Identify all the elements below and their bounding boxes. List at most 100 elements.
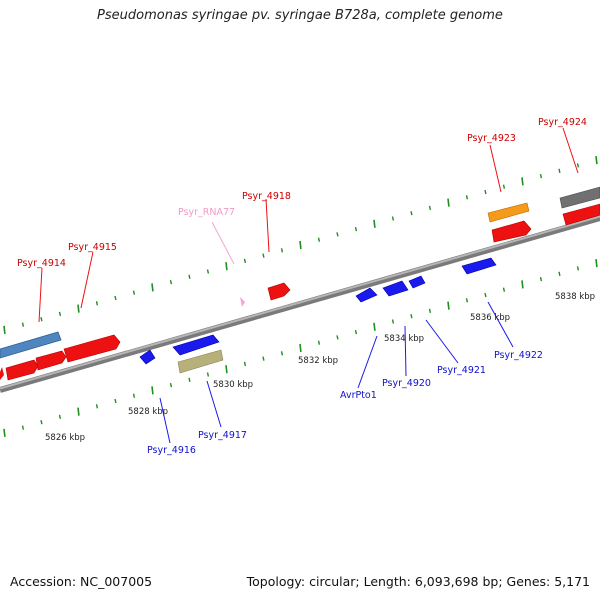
leader-psyr-rna77 <box>211 221 235 265</box>
lower-track-tick <box>428 308 432 314</box>
gene-arrow-psyr-4921[interactable] <box>408 275 426 289</box>
upper-track-tick <box>169 279 173 285</box>
lower-track-tick <box>262 356 265 361</box>
lower-track-tick <box>299 343 302 353</box>
upper-track-tick <box>521 177 524 186</box>
leader-psyr-4923 <box>489 144 502 193</box>
lower-track-tick <box>465 298 469 303</box>
leader-psyr-4916 <box>159 397 171 444</box>
lower-track-tick <box>206 372 210 377</box>
leader-psyr-4924 <box>562 127 579 174</box>
gene-label-psyr-4916[interactable]: Psyr_4916 <box>147 445 196 456</box>
gene-arrow-psyr-4923-red[interactable] <box>491 220 532 243</box>
gene-arrow-psyr-4922[interactable] <box>461 257 497 275</box>
upper-track-tick <box>225 262 228 271</box>
gene-arrow-psyr-4918[interactable] <box>267 282 291 301</box>
lower-track-tick <box>595 259 598 268</box>
lower-track-tick <box>576 266 580 271</box>
gene-arrow-psyr-4917-khaki[interactable] <box>177 349 224 374</box>
lower-track-tick <box>558 271 561 276</box>
upper-track-tick <box>21 322 25 327</box>
leader-psyr-4914 <box>38 267 43 323</box>
upper-track-tick <box>354 226 358 232</box>
upper-track-tick <box>391 216 395 221</box>
upper-track-tick <box>243 258 247 264</box>
gene-label-avrpto1[interactable]: AvrPto1 <box>340 390 377 401</box>
upper-dashed-track <box>3 156 598 334</box>
gene-arrow-psyr-4923-orange[interactable] <box>487 202 530 223</box>
gene-labels-bottom: Psyr_4916 Psyr_4917 AvrPto1 Psyr_4920 Ps… <box>147 350 543 456</box>
gene-label-psyr-4918[interactable]: Psyr_4918 <box>242 191 291 202</box>
gene-label-psyr-4915[interactable]: Psyr_4915 <box>68 242 117 253</box>
gene-label-psyr-4923[interactable]: Psyr_4923 <box>467 133 516 144</box>
upper-track-tick <box>95 301 99 306</box>
lower-track-tick <box>188 377 191 382</box>
leader-lines <box>38 127 579 444</box>
gene-label-psyr-4922[interactable]: Psyr_4922 <box>494 350 543 361</box>
lower-track-tick <box>373 322 376 331</box>
gene-label-psyr-4917[interactable]: Psyr_4917 <box>198 430 247 441</box>
lower-track-tick <box>58 414 62 420</box>
lower-track-tick <box>40 420 43 425</box>
upper-track-tick <box>3 325 6 334</box>
upper-track-tick <box>539 173 543 179</box>
lower-track-tick <box>447 301 450 310</box>
gene-labels-top: Psyr_4914 Psyr_4915 Psyr_RNA77 Psyr_4918… <box>17 117 587 269</box>
leader-avrpto1 <box>357 335 378 389</box>
lower-track-tick <box>132 393 136 398</box>
lower-track-tick <box>151 386 154 395</box>
gene-arrow-red-1[interactable] <box>0 367 4 380</box>
gene-arrow-psyr-4914[interactable] <box>0 331 62 359</box>
gene-arrow-psyr-4924-gray[interactable] <box>559 186 600 209</box>
lower-track-tick <box>521 280 524 289</box>
lower-track-tick <box>502 287 506 292</box>
gene-arrow-psyr-rna77[interactable] <box>240 297 245 307</box>
kbp-label-5826: 5826 kbp <box>45 433 85 443</box>
gene-label-psyr-4924[interactable]: Psyr_4924 <box>538 117 587 128</box>
upper-track-tick <box>428 205 432 211</box>
upper-track-tick <box>262 253 265 258</box>
upper-track-tick <box>206 269 210 274</box>
kbp-label-5828: 5828 kbp <box>128 407 168 417</box>
lower-track-tick <box>539 276 543 282</box>
gene-arrow-psyr-4917-blue[interactable] <box>172 334 220 356</box>
lower-track-tick <box>21 425 25 430</box>
upper-track-tick <box>558 168 561 173</box>
upper-track-tick <box>576 163 580 168</box>
gene-label-psyr-rna77[interactable]: Psyr_RNA77 <box>178 207 235 218</box>
gene-arrow-psyr-4924-red[interactable] <box>562 203 600 226</box>
gene-arrow-red-3[interactable] <box>35 350 67 371</box>
upper-track-tick <box>280 248 284 253</box>
gene-label-psyr-4914[interactable]: Psyr_4914 <box>17 258 66 269</box>
lower-track-tick <box>354 329 358 335</box>
upper-track-tick <box>484 189 487 195</box>
gene-label-psyr-4921[interactable]: Psyr_4921 <box>437 365 486 376</box>
leader-psyr-4918 <box>265 198 270 253</box>
kbp-label-5838: 5838 kbp <box>555 292 595 302</box>
upper-track-tick <box>447 198 450 207</box>
kbp-labels: 5826 kbp 5828 kbp 5830 kbp 5832 kbp 5834… <box>45 292 595 443</box>
forward-genes <box>0 186 600 381</box>
upper-track-tick <box>58 311 62 317</box>
upper-track-tick <box>299 240 302 250</box>
gene-label-psyr-4920[interactable]: Psyr_4920 <box>382 378 431 389</box>
gene-arrow-avrpto1[interactable] <box>355 287 378 303</box>
kbp-label-5830: 5830 kbp <box>213 380 253 390</box>
lower-track-tick <box>317 340 321 345</box>
kbp-label-5836: 5836 kbp <box>470 313 510 323</box>
upper-track-tick <box>151 283 154 292</box>
gene-arrow-red-2[interactable] <box>5 359 39 381</box>
leader-psyr-4920 <box>404 325 407 377</box>
gene-arrow-psyr-4916[interactable] <box>139 349 156 365</box>
upper-track-tick <box>114 295 117 301</box>
lower-track-tick <box>410 314 413 319</box>
kbp-label-5832: 5832 kbp <box>298 356 338 366</box>
upper-track-tick <box>77 304 80 313</box>
lower-track-tick <box>243 361 247 367</box>
lower-track-tick <box>391 319 395 324</box>
gene-arrow-psyr-4915[interactable] <box>63 334 121 363</box>
genome-backbone <box>0 215 600 393</box>
upper-track-tick <box>373 219 376 228</box>
gene-arrow-psyr-4920[interactable] <box>382 280 409 297</box>
